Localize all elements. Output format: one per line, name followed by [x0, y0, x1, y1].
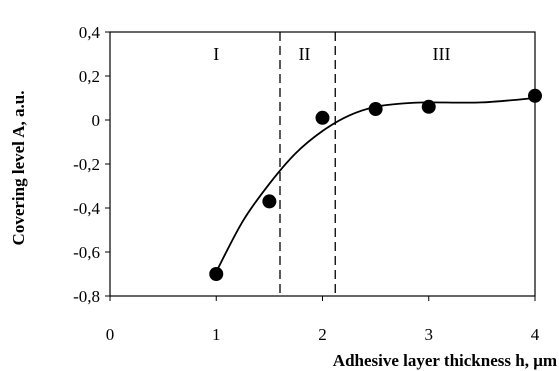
data-point: [528, 88, 542, 103]
region-label: I: [213, 44, 219, 64]
x-tick-label: 4: [531, 325, 540, 344]
y-tick-label: -0,2: [73, 155, 100, 174]
data-point: [262, 194, 277, 209]
y-tick-label: 0,4: [79, 23, 101, 42]
y-tick-label: -0,4: [73, 199, 100, 218]
region-label: II: [298, 44, 310, 64]
trend-curve: [215, 97, 536, 273]
x-tick-label: 1: [212, 325, 221, 344]
region-label: III: [433, 44, 451, 64]
x-axis-title: Adhesive layer thickness h, μm: [333, 351, 557, 370]
y-tick-label: -0,8: [73, 287, 100, 306]
plot-border: [109, 31, 536, 297]
plot-area: [109, 31, 536, 297]
data-point: [315, 110, 330, 125]
x-axis-ticks: 0 1 2 3 4: [106, 296, 540, 344]
y-tick-label: -0,6: [73, 243, 100, 262]
data-point: [209, 267, 224, 281]
y-axis-title: Covering level A, a.u.: [9, 91, 28, 246]
x-tick-label: 3: [425, 325, 434, 344]
data-points: [209, 88, 542, 281]
x-tick-label: 0: [106, 325, 115, 344]
y-tick-label: 0,2: [79, 67, 100, 86]
region-divider-lines: [279, 32, 336, 296]
data-point: [368, 102, 383, 116]
x-tick-label: 2: [318, 325, 327, 344]
data-point: [421, 99, 436, 114]
region-labels: I II III: [213, 44, 450, 64]
y-axis-ticks: 0,4 0,2 0 -0,2 -0,4 -0,6 -0,8: [73, 23, 110, 306]
trend-curve-line: [215, 97, 536, 273]
y-tick-label: 0: [92, 111, 101, 130]
